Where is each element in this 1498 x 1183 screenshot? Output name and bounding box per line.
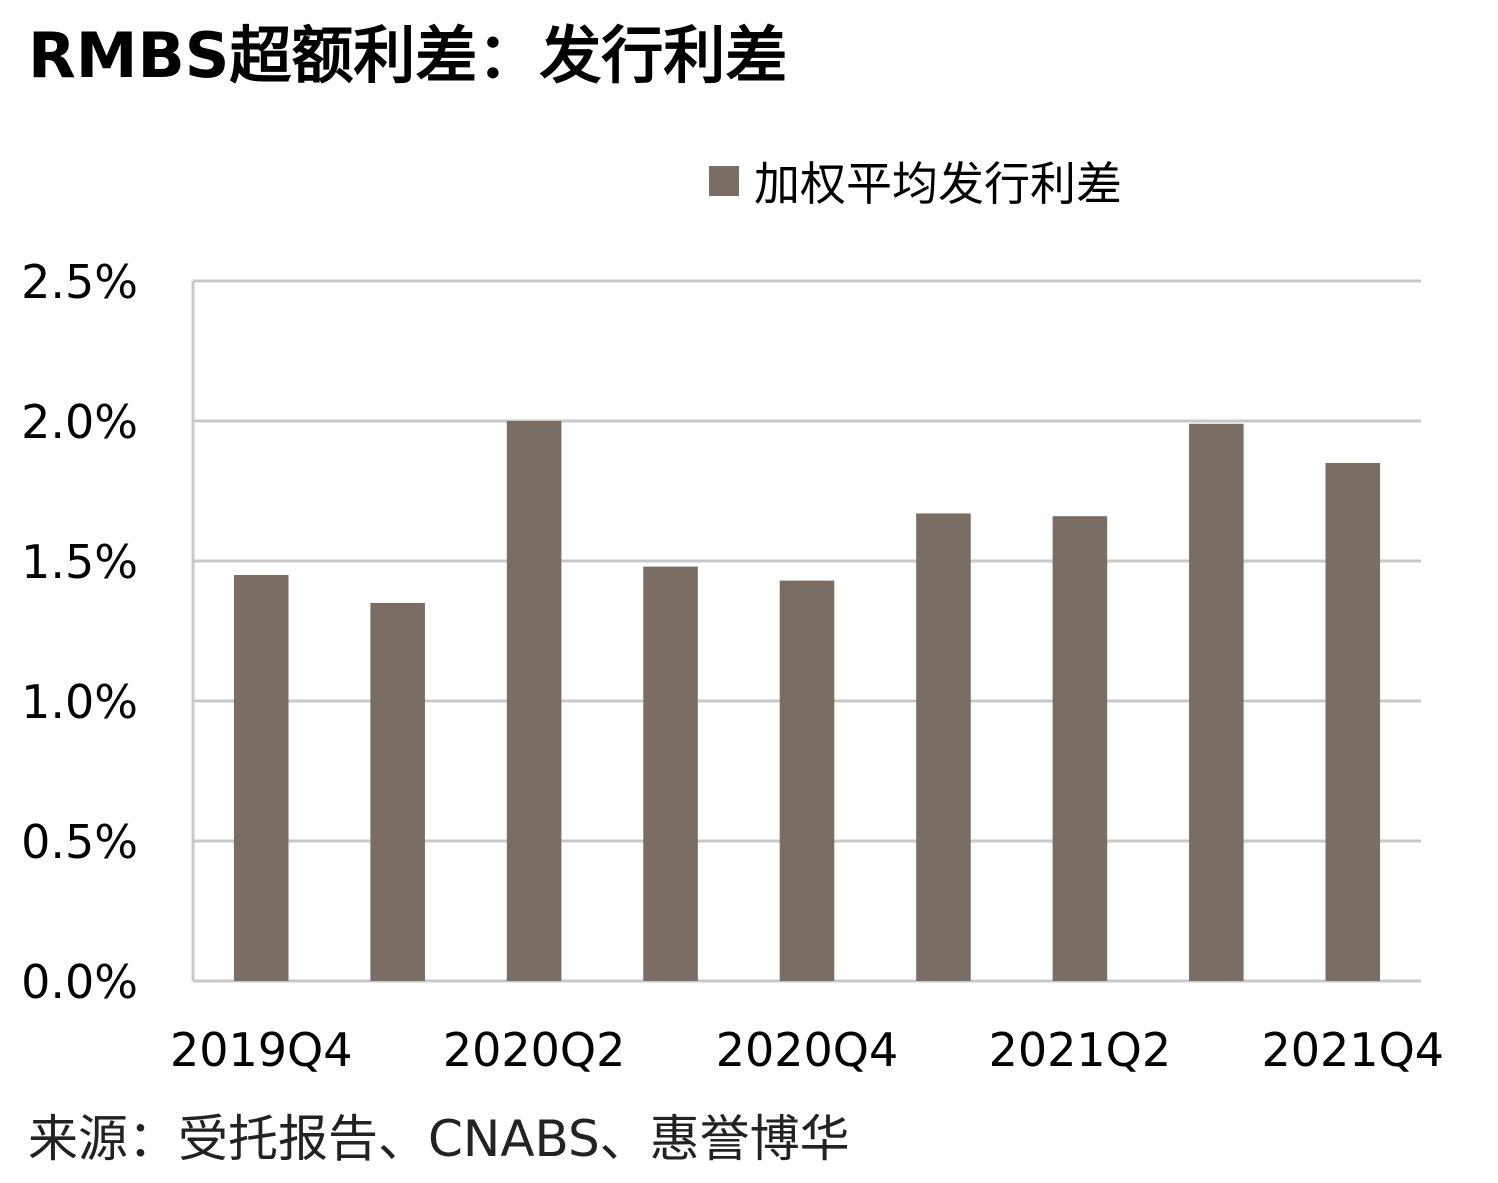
source-note: 来源：受托报告、CNABS、惠誉博华 (28, 1110, 850, 1168)
y-tick-label: 2.0% (21, 395, 138, 449)
bar (916, 513, 971, 981)
legend-swatch (709, 166, 739, 196)
y-tick-label: 1.5% (21, 535, 138, 589)
bar (643, 566, 698, 981)
bar (506, 421, 562, 981)
chart-title: RMBS超额利差：发行利差 (28, 19, 788, 92)
x-tick-label: 2020Q2 (443, 1023, 626, 1077)
bar (1325, 463, 1381, 981)
legend-label: 加权平均发行利差 (754, 157, 1122, 211)
y-tick-label: 0.0% (21, 955, 138, 1009)
bar (1052, 516, 1108, 981)
x-tick-label: 2021Q2 (989, 1023, 1172, 1077)
bar (1189, 423, 1244, 981)
x-tick-label: 2019Q4 (170, 1023, 353, 1077)
bar (779, 580, 835, 981)
x-tick-label: 2021Q4 (1262, 1023, 1445, 1077)
bar (370, 603, 425, 981)
y-tick-label: 1.0% (21, 675, 138, 729)
bar (233, 575, 289, 981)
y-tick-label: 2.5% (21, 255, 138, 309)
x-tick-label: 2020Q4 (716, 1023, 899, 1077)
y-tick-label: 0.5% (21, 815, 138, 869)
